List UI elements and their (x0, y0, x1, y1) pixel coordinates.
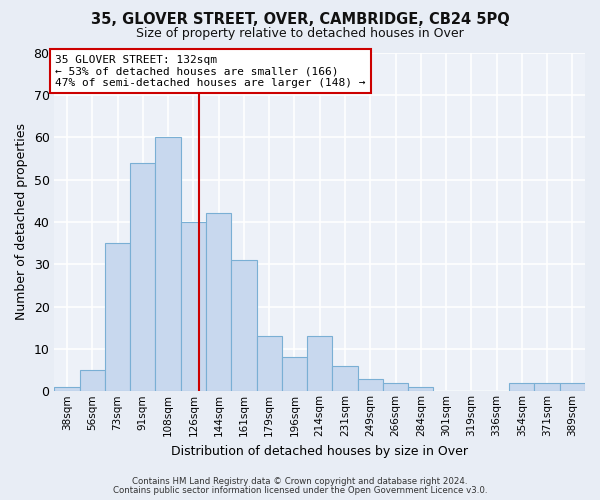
Bar (332, 366, 358, 392)
Bar (231, 260, 257, 392)
Bar (257, 336, 282, 392)
Bar (181, 222, 206, 392)
Text: 35 GLOVER STREET: 132sqm
← 53% of detached houses are smaller (166)
47% of semi-: 35 GLOVER STREET: 132sqm ← 53% of detach… (55, 54, 365, 88)
Bar (130, 162, 155, 392)
Bar (206, 214, 231, 392)
Text: Size of property relative to detached houses in Over: Size of property relative to detached ho… (136, 28, 464, 40)
Y-axis label: Number of detached properties: Number of detached properties (15, 124, 28, 320)
Bar (55, 387, 80, 392)
Bar (560, 383, 585, 392)
Bar (105, 243, 130, 392)
Bar (358, 378, 383, 392)
Bar (535, 383, 560, 392)
Text: Contains HM Land Registry data © Crown copyright and database right 2024.: Contains HM Land Registry data © Crown c… (132, 477, 468, 486)
Bar (307, 336, 332, 392)
Bar (155, 137, 181, 392)
Bar (509, 383, 535, 392)
Bar (282, 358, 307, 392)
X-axis label: Distribution of detached houses by size in Over: Distribution of detached houses by size … (171, 444, 468, 458)
Text: 35, GLOVER STREET, OVER, CAMBRIDGE, CB24 5PQ: 35, GLOVER STREET, OVER, CAMBRIDGE, CB24… (91, 12, 509, 28)
Bar (408, 387, 433, 392)
Bar (80, 370, 105, 392)
Bar (383, 383, 408, 392)
Text: Contains public sector information licensed under the Open Government Licence v3: Contains public sector information licen… (113, 486, 487, 495)
